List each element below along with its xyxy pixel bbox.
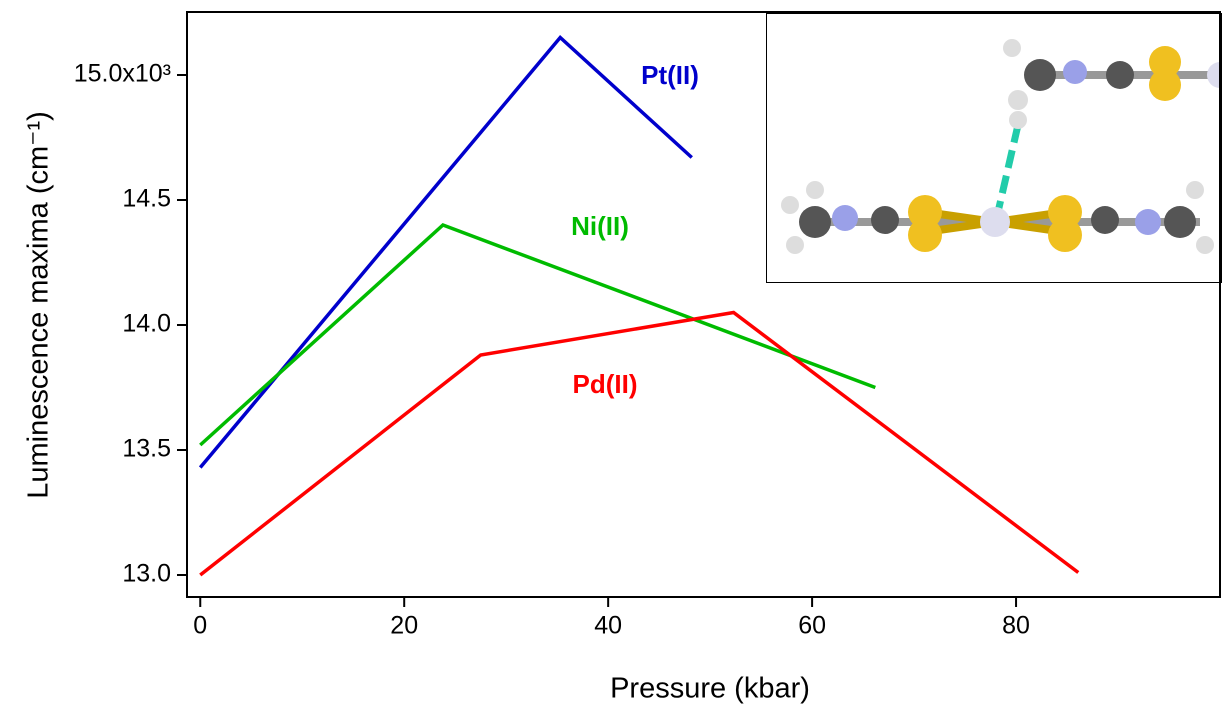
y-axis-title: Luminescence maxima (cm⁻¹)	[23, 111, 55, 499]
inset-structure	[766, 13, 1223, 283]
x-tick-label: 60	[798, 612, 826, 640]
y-tick-label: 14.0	[122, 310, 171, 338]
y-tick-label: 13.0	[122, 560, 171, 588]
y-tick-label: 15.0x10³	[74, 60, 171, 88]
x-tick-label: 0	[193, 612, 207, 640]
series-label: Ni(II)	[571, 211, 629, 241]
chart: Pressure (kbar) Luminescence maxima (cm⁻…	[0, 0, 1223, 710]
x-axis-title: Pressure (kbar)	[610, 673, 810, 705]
series-line	[200, 313, 1078, 576]
y-tick-label: 13.5	[122, 435, 171, 463]
x-tick-label: 40	[594, 612, 622, 640]
series-label: Pd(II)	[573, 369, 638, 399]
x-tick-label: 80	[1002, 612, 1030, 640]
series-line	[200, 38, 692, 468]
series-label: Pt(II)	[641, 60, 699, 90]
y-tick-label: 14.5	[122, 185, 171, 213]
x-tick-label: 20	[390, 612, 418, 640]
